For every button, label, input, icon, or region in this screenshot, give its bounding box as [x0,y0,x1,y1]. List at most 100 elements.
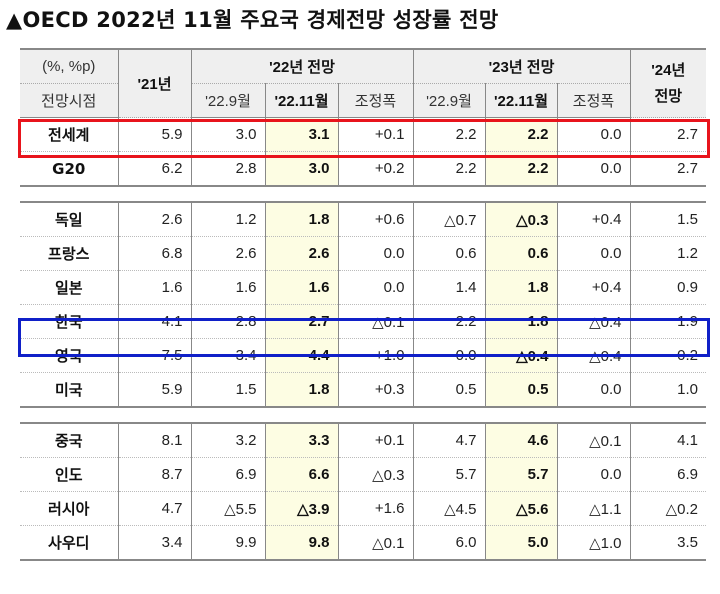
value-cell: △0.4 [556,304,630,339]
value-cell: 6.8 [117,236,191,271]
value-cell: +0.3 [337,372,413,408]
value-cell: 2.6 [264,236,338,271]
country-name: 전세계 [20,117,118,152]
value-cell: 2.7 [629,151,706,187]
value-cell: 0.0 [412,338,485,373]
value-cell: 0.6 [484,236,557,271]
value-cell: 0.5 [484,372,557,408]
value-cell: △0.1 [337,304,413,339]
value-cell: 1.8 [264,372,338,408]
value-cell: 0.5 [412,372,485,408]
value-cell: △5.6 [484,491,557,526]
value-cell: +0.4 [556,202,630,237]
value-cell: +0.4 [556,270,630,305]
value-cell: 0.9 [629,270,706,305]
value-cell: 0.0 [556,372,630,408]
value-cell: △1.1 [556,491,630,526]
table-row: 한국 4.1 2.8 2.7 △0.1 2.2 1.8 △0.4 1.9 [20,304,706,339]
value-cell: △0.2 [629,491,706,526]
value-cell: △0.1 [556,423,630,458]
value-cell: 1.8 [484,270,557,305]
value-cell: 4.1 [629,423,706,458]
value-cell: 8.1 [117,423,191,458]
country-name: 미국 [20,372,118,408]
value-cell: 2.7 [264,304,338,339]
sub-header: 조정폭 [556,83,630,118]
table-row: 인도 8.7 6.9 6.6 △0.3 5.7 5.7 0.0 6.9 [20,457,706,492]
value-cell: 6.6 [264,457,338,492]
value-cell: 1.6 [117,270,191,305]
country-name: 독일 [20,202,118,237]
value-cell: +1.0 [337,338,413,373]
country-name: 러시아 [20,491,118,526]
value-cell: △0.4 [484,338,557,373]
value-cell: 5.9 [117,117,191,152]
value-cell: 6.0 [412,525,485,561]
sub-header: '22.9월 [190,83,265,118]
sub-header: '22.11월 [264,83,338,118]
value-cell: 2.6 [190,236,265,271]
table-row: 러시아 4.7 △5.5 △3.9 +1.6 △4.5 △5.6 △1.1 △0.2 [20,491,706,526]
sub-header: 조정폭 [337,83,413,118]
value-cell: 2.8 [190,304,265,339]
value-cell: 9.9 [190,525,265,561]
value-cell: 0.0 [556,236,630,271]
value-cell: 4.7 [117,491,191,526]
value-cell: △4.5 [412,491,485,526]
value-cell: 3.4 [117,525,191,561]
value-cell: 1.2 [190,202,265,237]
table-row: 영국 7.5 3.4 4.4 +1.0 0.0 △0.4 △0.4 0.2 [20,338,706,373]
value-cell: 0.2 [629,338,706,373]
value-cell: 2.8 [190,151,265,187]
value-cell: 2.7 [629,117,706,152]
value-cell: 5.7 [412,457,485,492]
page-title: ▲OECD 2022년 11월 주요국 경제전망 성장률 전망 [6,8,499,32]
value-cell: 5.0 [484,525,557,561]
value-cell: 4.7 [412,423,485,458]
value-cell: 2.2 [412,117,485,152]
group-separator [20,406,706,424]
value-cell: +0.6 [337,202,413,237]
value-cell: 1.8 [264,202,338,237]
value-cell: 3.0 [190,117,265,152]
value-cell: 1.5 [190,372,265,408]
value-cell: 3.0 [264,151,338,187]
table-row: 독일 2.6 1.2 1.8 +0.6 △0.7 △0.3 +0.4 1.5 [20,202,706,237]
unit-label: (%, %p) [20,48,118,84]
col-2021: '21년 [117,48,191,118]
value-cell: 8.7 [117,457,191,492]
table-row: 사우디 3.4 9.9 9.8 △0.1 6.0 5.0 △1.0 3.5 [20,525,706,561]
value-cell: 6.2 [117,151,191,187]
value-cell: 0.0 [556,457,630,492]
value-cell: △0.1 [337,525,413,561]
value-cell: 4.4 [264,338,338,373]
value-cell: 2.2 [412,304,485,339]
value-cell: 3.1 [264,117,338,152]
value-cell: 1.8 [484,304,557,339]
value-cell: 2.2 [412,151,485,187]
value-cell: 1.6 [264,270,338,305]
value-cell: 1.6 [190,270,265,305]
value-cell: 2.2 [484,151,557,187]
value-cell: 0.0 [337,236,413,271]
sub-header: '22.11월 [484,83,557,118]
value-cell: +1.6 [337,491,413,526]
value-cell: +0.2 [337,151,413,187]
value-cell: 3.4 [190,338,265,373]
value-cell: △1.0 [556,525,630,561]
country-name: 인도 [20,457,118,492]
value-cell: 2.6 [117,202,191,237]
value-cell: △0.7 [412,202,485,237]
value-cell: △0.3 [337,457,413,492]
growth-forecast-table: (%, %p) '21년 '22년 전망 '23년 전망 '24년 전망 전망시… [20,48,706,561]
value-cell: 6.9 [190,457,265,492]
value-cell: 2.2 [484,117,557,152]
value-cell: 6.9 [629,457,706,492]
value-cell: 1.4 [412,270,485,305]
table-row: G20 6.2 2.8 3.0 +0.2 2.2 2.2 0.0 2.7 [20,151,706,187]
table-row: 중국 8.1 3.2 3.3 +0.1 4.7 4.6 △0.1 4.1 [20,423,706,458]
value-cell: 5.7 [484,457,557,492]
value-cell: 3.2 [190,423,265,458]
value-cell: 0.0 [337,270,413,305]
value-cell: 0.6 [412,236,485,271]
